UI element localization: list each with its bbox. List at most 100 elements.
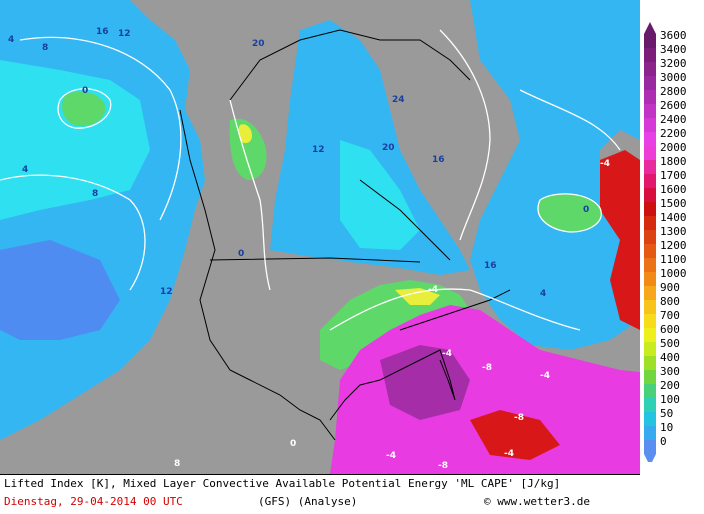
model-label: (GFS) (Analyse) xyxy=(258,495,358,508)
legend-swatch-1100 xyxy=(644,258,656,272)
label-cape-0b: 0 xyxy=(238,249,244,259)
legend-swatch-300 xyxy=(644,370,656,384)
legend-label-700: 700 xyxy=(660,309,680,322)
label-cape-8f: 8 xyxy=(174,459,180,469)
label-cape-8e: -8 xyxy=(438,461,448,471)
cape-field-gulf xyxy=(330,305,640,474)
legend-swatch-0 xyxy=(644,440,656,454)
legend-label-3400: 3400 xyxy=(660,43,687,56)
legend-label-50: 50 xyxy=(660,407,673,420)
label-cape-12: 12 xyxy=(118,29,131,39)
label-cape-4h: -4 xyxy=(386,451,396,461)
legend-label-1700: 1700 xyxy=(660,169,687,182)
map-canvas: 12 16 20 24 8 4 0 16 20 12 8 4 0 12 16 4… xyxy=(0,0,640,474)
coastlines xyxy=(179,29,511,441)
legend-label-2800: 2800 xyxy=(660,85,687,98)
label-cape-20: 20 xyxy=(252,39,265,49)
legend-label-3600: 3600 xyxy=(660,29,687,42)
label-cape-16b: 16 xyxy=(432,155,445,165)
cape-field-carib-red xyxy=(470,410,560,460)
label-cape-8d: -8 xyxy=(514,413,524,423)
cape-field-pacific-light xyxy=(0,60,150,220)
legend-label-2400: 2400 xyxy=(660,113,687,126)
legend-swatch-2800 xyxy=(644,90,656,104)
legend-swatch-1700 xyxy=(644,174,656,188)
map-date: Dienstag, 29-04-2014 00 UTC xyxy=(4,495,183,508)
cape-field-us-yellow xyxy=(395,288,440,305)
label-cape-4: 4 xyxy=(8,35,14,45)
label-cape-12b: 12 xyxy=(312,145,325,155)
label-cape-8c: -8 xyxy=(482,363,492,373)
label-cape-24: 24 xyxy=(392,95,405,105)
legend-swatch-900 xyxy=(644,286,656,300)
legend-swatch-2000 xyxy=(644,146,656,160)
label-cape-4e: -4 xyxy=(428,285,438,295)
cape-field-canada xyxy=(270,20,470,275)
label-cape-4b: 4 xyxy=(22,165,28,175)
credit-link[interactable]: © www.wetter3.de xyxy=(484,495,590,508)
legend-label-1100: 1100 xyxy=(660,253,687,266)
cape-field-bc-yellow xyxy=(238,124,252,144)
legend-swatch-1000 xyxy=(644,272,656,286)
legend-top-arrow xyxy=(644,22,656,34)
legend-label-3200: 3200 xyxy=(660,57,687,70)
legend-swatch-200 xyxy=(644,384,656,398)
legend-swatch-500 xyxy=(644,342,656,356)
legend-swatch-1200 xyxy=(644,244,656,258)
legend-swatch-2200 xyxy=(644,132,656,146)
cape-field-gulf-deep xyxy=(380,345,470,420)
weather-map: 12 16 20 24 8 4 0 16 20 12 8 4 0 12 16 4… xyxy=(0,0,640,474)
legend-swatch-2600 xyxy=(644,104,656,118)
label-cape-12c: 12 xyxy=(160,287,173,297)
legend-swatch-700 xyxy=(644,314,656,328)
legend-label-3000: 3000 xyxy=(660,71,687,84)
legend-swatch-3600 xyxy=(644,34,656,48)
legend-swatch-2400 xyxy=(644,118,656,132)
legend-label-1300: 1300 xyxy=(660,225,687,238)
label-cape-0: 0 xyxy=(82,86,88,96)
legend-label-2200: 2200 xyxy=(660,127,687,140)
label-cape-0d: 0 xyxy=(290,439,296,449)
label-cape-4i: -4 xyxy=(504,449,514,459)
legend-label-500: 500 xyxy=(660,337,680,350)
legend-swatch-1600 xyxy=(644,188,656,202)
legend-label-2600: 2600 xyxy=(660,99,687,112)
legend-swatch-10 xyxy=(644,426,656,440)
legend-label-600: 600 xyxy=(660,323,680,336)
legend-swatch-800 xyxy=(644,300,656,314)
legend-swatch-1500 xyxy=(644,202,656,216)
legend-label-900: 900 xyxy=(660,281,680,294)
legend-label-200: 200 xyxy=(660,379,680,392)
label-cape-4f: -4 xyxy=(442,349,452,359)
cape-field-pacific-deep xyxy=(0,240,120,340)
footer: Lifted Index [K], Mixed Layer Convective… xyxy=(0,474,640,514)
label-cape-8: 8 xyxy=(42,43,48,53)
label-cape-4c: 4 xyxy=(540,289,546,299)
legend-label-300: 300 xyxy=(660,365,680,378)
cape-field-pacific-patch xyxy=(62,91,106,127)
legend-label-0: 0 xyxy=(660,435,667,448)
label-cape-16c: 16 xyxy=(484,261,497,271)
legend-label-1800: 1800 xyxy=(660,155,687,168)
legend-label-1500: 1500 xyxy=(660,197,687,210)
legend-label-100: 100 xyxy=(660,393,680,406)
legend-swatch-1800 xyxy=(644,160,656,174)
isolines xyxy=(0,29,621,331)
map-title: Lifted Index [K], Mixed Layer Convective… xyxy=(4,477,561,490)
color-legend: 3600 3400 3200 3000 2800 2600 2400 2200 200 0 1800… xyxy=(640,22,704,462)
label-cape-8b: 8 xyxy=(92,189,98,199)
cape-field-atlantic-red xyxy=(600,150,640,330)
label-cape-20b: 20 xyxy=(382,143,395,153)
label-cape-0c: 0 xyxy=(583,205,589,215)
legend-label-10: 10 xyxy=(660,421,673,434)
cape-field-atlantic-green xyxy=(538,193,602,232)
label-cape-4g: -4 xyxy=(540,371,550,381)
cape-field-atlantic xyxy=(470,0,640,350)
legend-swatch-100 xyxy=(644,398,656,412)
legend-label-1200: 1200 xyxy=(660,239,687,252)
legend-label-1600: 1600 xyxy=(660,183,687,196)
legend-swatch-3000 xyxy=(644,76,656,90)
legend-swatch-50 xyxy=(644,412,656,426)
legend-swatch-400 xyxy=(644,356,656,370)
